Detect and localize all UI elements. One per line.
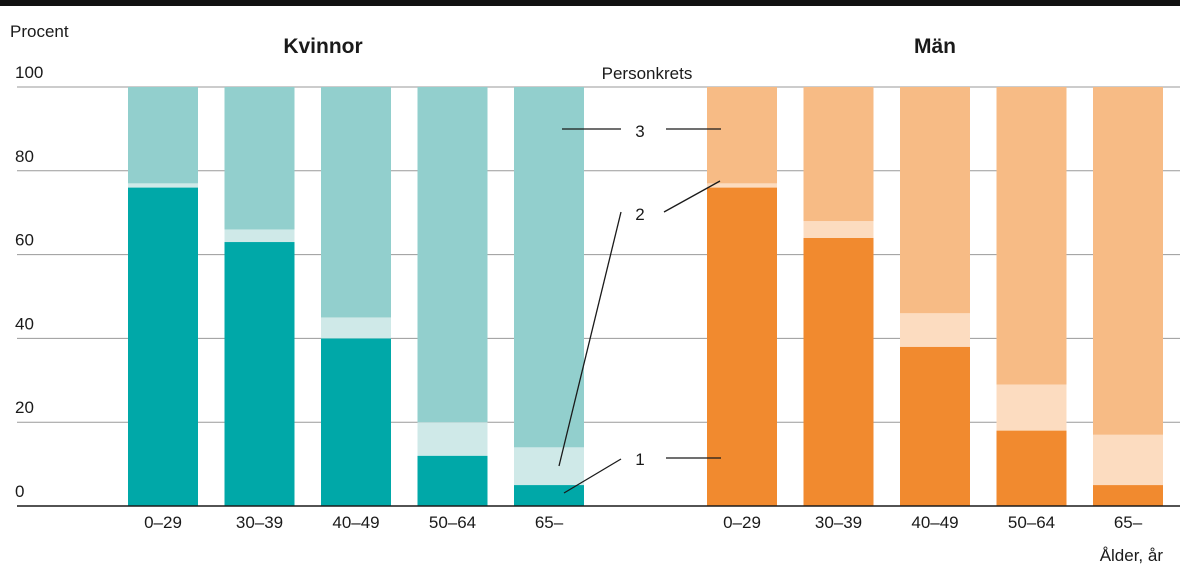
- bar-man-2-personkrets-2: [900, 313, 970, 347]
- bar-man-1-personkrets-2: [803, 221, 874, 238]
- bar-kvinnor-0-personkrets-1: [128, 187, 198, 506]
- legend-leader-2-1: [663, 180, 721, 213]
- x-tick-label-kvinnor-4: 65–: [535, 513, 564, 532]
- bar-kvinnor-0-personkrets-2: [128, 183, 198, 188]
- legend-title: Personkrets: [602, 64, 693, 83]
- bar-man-1-personkrets-3: [803, 87, 874, 222]
- legend-label-personkrets-3: 3: [635, 122, 644, 141]
- group-title-kvinnor: Kvinnor: [283, 35, 362, 58]
- y-tick-label-20: 20: [15, 398, 34, 417]
- y-tick-label-0: 0: [15, 482, 24, 501]
- x-tick-label-man-3: 50–64: [1008, 513, 1055, 532]
- bar-man-2-personkrets-1: [900, 346, 970, 506]
- x-axis-label: Ålder, år: [1100, 546, 1164, 565]
- x-tick-label-kvinnor-1: 30–39: [236, 513, 283, 532]
- bar-man-2-personkrets-3: [900, 87, 970, 314]
- y-tick-label-40: 40: [15, 314, 34, 333]
- y-tick-label-60: 60: [15, 231, 34, 250]
- x-tick-label-kvinnor-0: 0–29: [144, 513, 182, 532]
- bar-kvinnor-3-personkrets-1: [417, 455, 488, 506]
- bar-kvinnor-0-personkrets-3: [128, 87, 198, 184]
- x-tick-label-man-1: 30–39: [815, 513, 862, 532]
- legend-label-personkrets-2: 2: [635, 205, 644, 224]
- bar-kvinnor-3-personkrets-3: [417, 87, 488, 423]
- bar-kvinnor-2-personkrets-3: [321, 87, 391, 318]
- x-tick-label-man-2: 40–49: [911, 513, 958, 532]
- bar-kvinnor-1-personkrets-1: [224, 242, 295, 506]
- legend: 3 2 1: [558, 122, 721, 494]
- top-rule: [0, 0, 1180, 6]
- grid-lines: [17, 86, 1180, 423]
- bar-kvinnor-4-personkrets-2: [514, 447, 584, 486]
- y-tick-label-80: 80: [15, 147, 34, 166]
- bar-man-3-personkrets-2: [996, 384, 1067, 431]
- bar-man-0-personkrets-2: [707, 183, 777, 188]
- x-tick-label-kvinnor-3: 50–64: [429, 513, 476, 532]
- axis: 0 20 40 60 80 100 0–29 30–39 40–49 50–64 65– 0–29 30…: [15, 63, 1180, 532]
- x-tick-label-kvinnor-2: 40–49: [332, 513, 379, 532]
- bar-kvinnor-2-personkrets-1: [321, 338, 391, 506]
- bar-man-3-personkrets-1: [996, 430, 1067, 506]
- x-tick-label-man-0: 0–29: [723, 513, 761, 532]
- bar-kvinnor-1-personkrets-3: [224, 87, 295, 230]
- bars: [128, 87, 1163, 506]
- bar-man-4-personkrets-3: [1093, 87, 1163, 435]
- bar-man-4-personkrets-2: [1093, 434, 1163, 486]
- legend-label-personkrets-1: 1: [635, 450, 644, 469]
- bar-man-3-personkrets-3: [996, 87, 1067, 385]
- y-axis-label: Procent: [10, 22, 69, 41]
- bar-kvinnor-2-personkrets-2: [321, 317, 391, 339]
- bar-kvinnor-1-personkrets-2: [224, 229, 295, 243]
- bar-man-4-personkrets-1: [1093, 485, 1163, 506]
- bar-man-1-personkrets-1: [803, 237, 874, 506]
- bar-kvinnor-4-personkrets-1: [514, 485, 584, 506]
- y-tick-label-100: 100: [15, 63, 43, 82]
- group-title-man: Män: [914, 35, 956, 58]
- legend-leader-1-0: [563, 458, 622, 494]
- legend-leader-2-0: [558, 211, 622, 467]
- bar-kvinnor-4-personkrets-3: [514, 87, 584, 448]
- bar-man-0-personkrets-3: [707, 87, 777, 184]
- x-tick-label-man-4: 65–: [1114, 513, 1143, 532]
- bar-kvinnor-3-personkrets-2: [417, 422, 488, 456]
- bar-man-0-personkrets-1: [707, 187, 777, 506]
